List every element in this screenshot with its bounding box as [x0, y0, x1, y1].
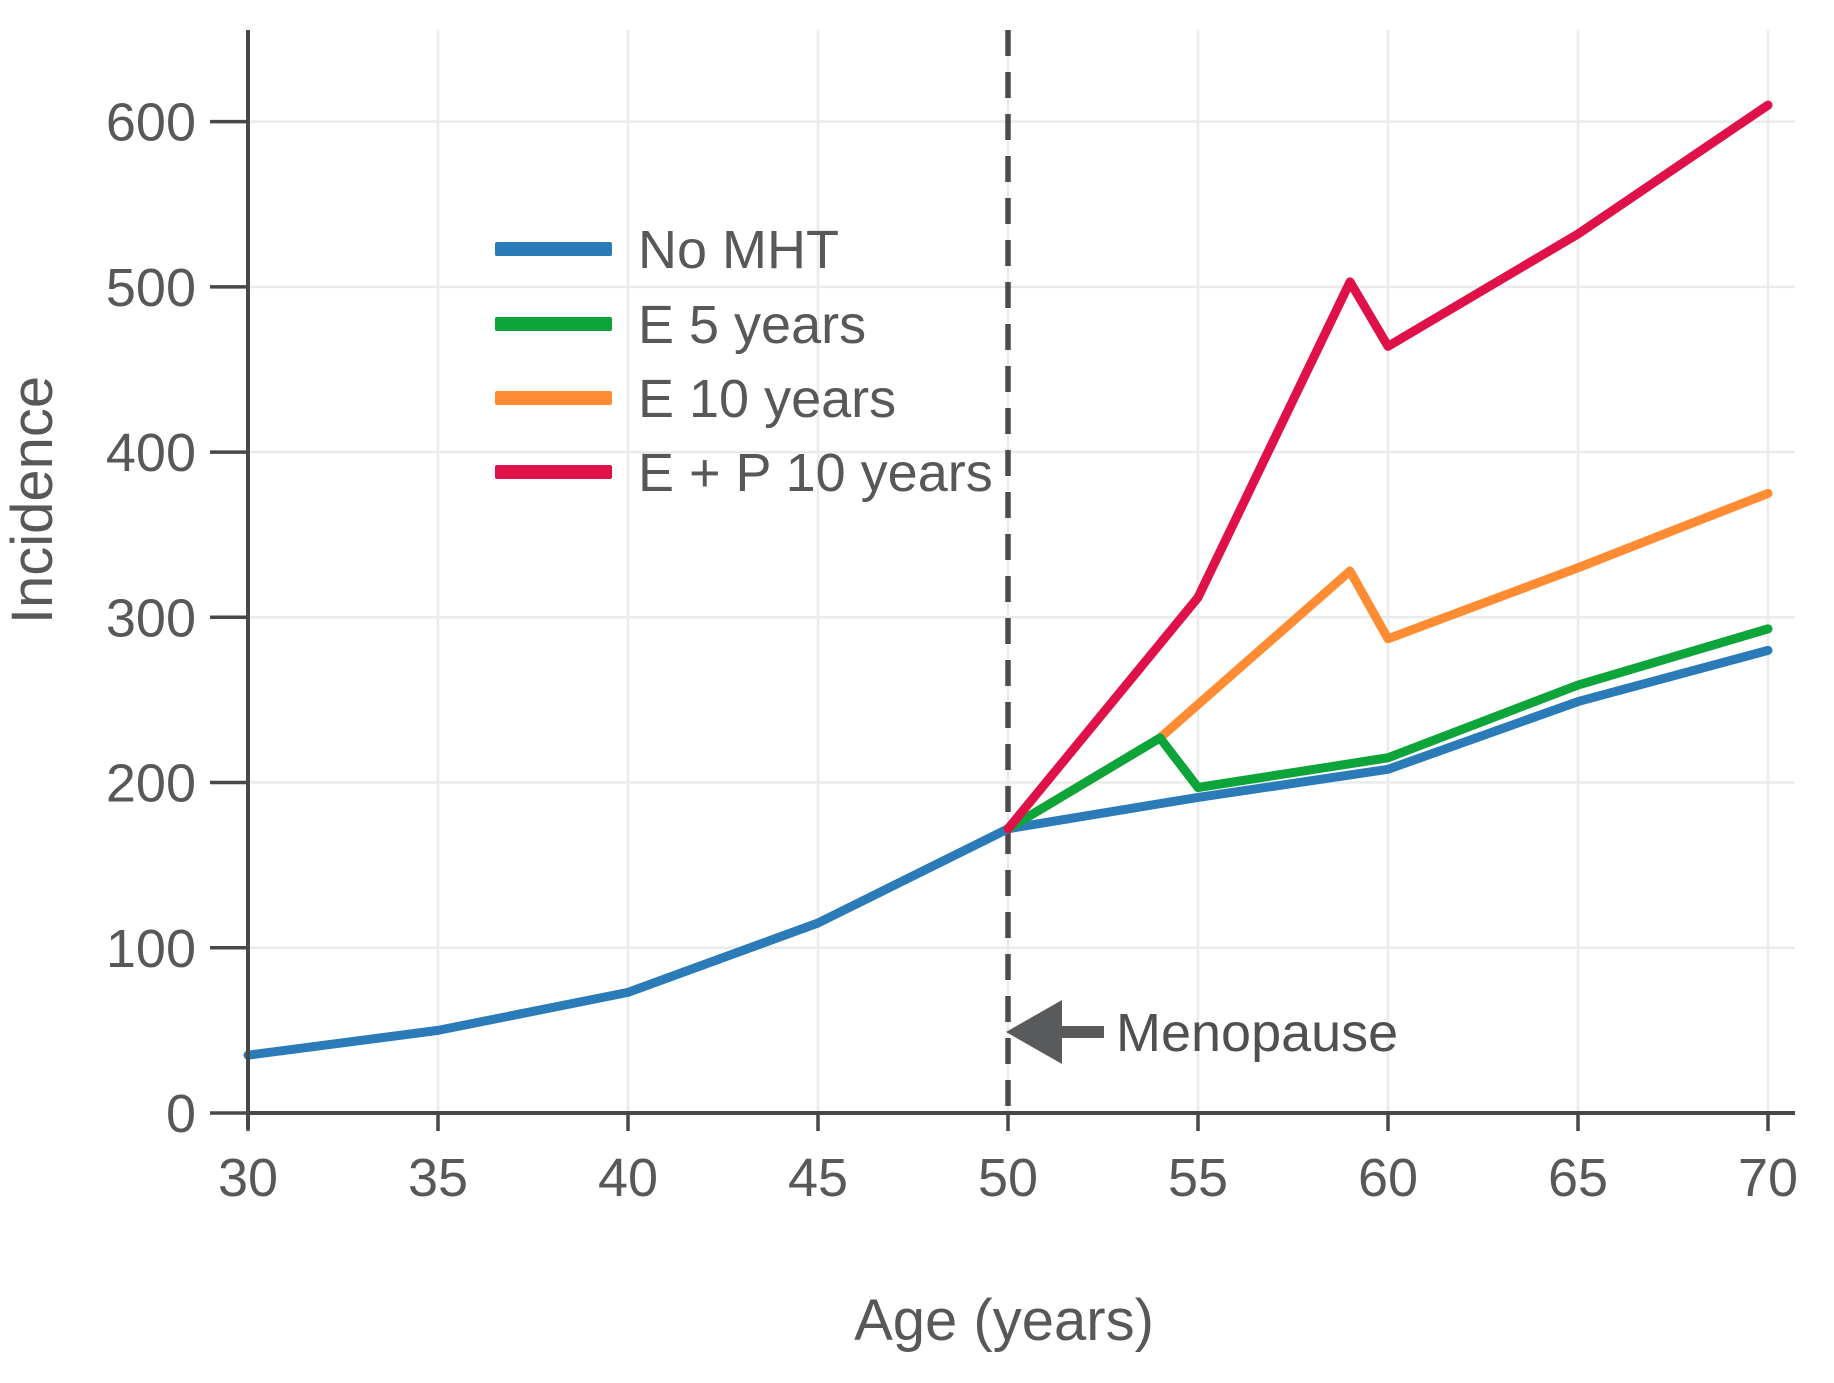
y-tick-label: 300	[106, 588, 196, 648]
legend: No MHT E 5 years E 10 years E + P 10 years	[495, 220, 993, 503]
tick-labels: 30 35 40 45 50 55 60 65 70 0 100 200 300 400 500 600	[106, 93, 1798, 1208]
x-tick-label: 70	[1738, 1148, 1798, 1208]
y-tick-label: 600	[106, 93, 196, 153]
legend-swatch-4	[495, 465, 612, 479]
x-axis-title: Age (years)	[854, 1288, 1154, 1353]
menopause-annotation: Menopause	[1006, 1000, 1398, 1064]
x-tick-label: 35	[408, 1148, 468, 1208]
y-tick-label: 0	[166, 1084, 196, 1144]
x-tick-label: 55	[1168, 1148, 1228, 1208]
y-tick-label: 500	[106, 258, 196, 318]
x-tick-label: 40	[598, 1148, 658, 1208]
x-tick-label: 60	[1358, 1148, 1418, 1208]
x-tick-label: 50	[978, 1148, 1038, 1208]
x-tick-label: 45	[788, 1148, 848, 1208]
legend-swatch-1	[495, 242, 612, 256]
x-tick-label: 65	[1548, 1148, 1608, 1208]
arrow-head	[1006, 1000, 1062, 1064]
legend-swatch-2	[495, 317, 612, 331]
legend-swatch-3	[495, 391, 612, 405]
legend-label-4: E + P 10 years	[638, 443, 993, 503]
legend-label-1: No MHT	[638, 220, 839, 280]
y-tick-label: 100	[106, 919, 196, 979]
series-line-e-5-years	[1003, 624, 1773, 834]
y-tick-label: 400	[106, 423, 196, 483]
menopause-label: Menopause	[1116, 1003, 1398, 1063]
x-tick-label: 30	[218, 1148, 278, 1208]
series-line-e-p-10-years	[1003, 100, 1773, 834]
legend-label-3: E 10 years	[638, 369, 896, 429]
series-lines	[243, 100, 1773, 1060]
legend-label-2: E 5 years	[638, 295, 866, 355]
left-arrow-icon	[1006, 1000, 1104, 1064]
axes	[210, 30, 1795, 1131]
y-tick-label: 200	[106, 754, 196, 814]
y-axis-title: Incidence	[0, 376, 65, 624]
